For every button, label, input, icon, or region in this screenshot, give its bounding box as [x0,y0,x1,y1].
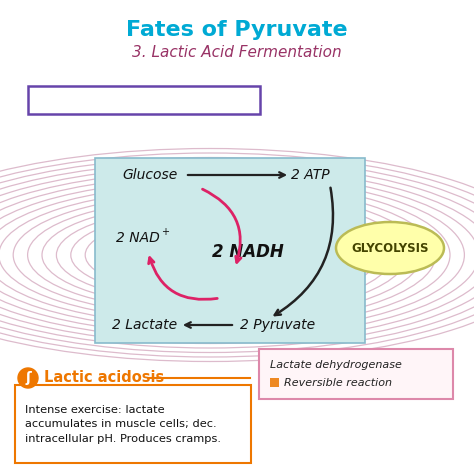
Text: Intense exercise: lactate
accumulates in muscle cells; dec.
intracellular pH. Pr: Intense exercise: lactate accumulates in… [25,405,221,444]
Text: ʃ: ʃ [25,371,31,385]
Text: 2 NAD: 2 NAD [116,231,160,245]
Text: +: + [161,227,169,237]
Circle shape [18,368,38,388]
Text: ): ) [234,95,239,105]
FancyBboxPatch shape [28,86,260,114]
Text: Reversible reaction: Reversible reaction [284,378,392,388]
FancyBboxPatch shape [259,349,453,399]
Ellipse shape [336,222,444,274]
Text: 2 Lactate: 2 Lactate [112,318,178,332]
Text: Lactic acidosis: Lactic acidosis [44,371,164,385]
Text: RBC's: RBC's [198,95,232,105]
Text: 2 NADH: 2 NADH [212,243,284,261]
Text: Lactate dehydrogenase: Lactate dehydrogenase [270,360,402,370]
FancyBboxPatch shape [95,158,365,343]
FancyBboxPatch shape [15,385,251,463]
Text: Glucose: Glucose [122,168,178,182]
Text: 2 ATP: 2 ATP [291,168,329,182]
Text: 3. Lactic Acid Fermentation: 3. Lactic Acid Fermentation [132,45,342,60]
Text: Fates of Pyruvate: Fates of Pyruvate [126,20,348,40]
Text: GLYCOLYSIS: GLYCOLYSIS [351,241,429,255]
Bar [270,378,279,387]
Text: EXERCISING MUSCLE (or: EXERCISING MUSCLE (or [35,95,187,105]
Text: 2 Pyruvate: 2 Pyruvate [240,318,316,332]
